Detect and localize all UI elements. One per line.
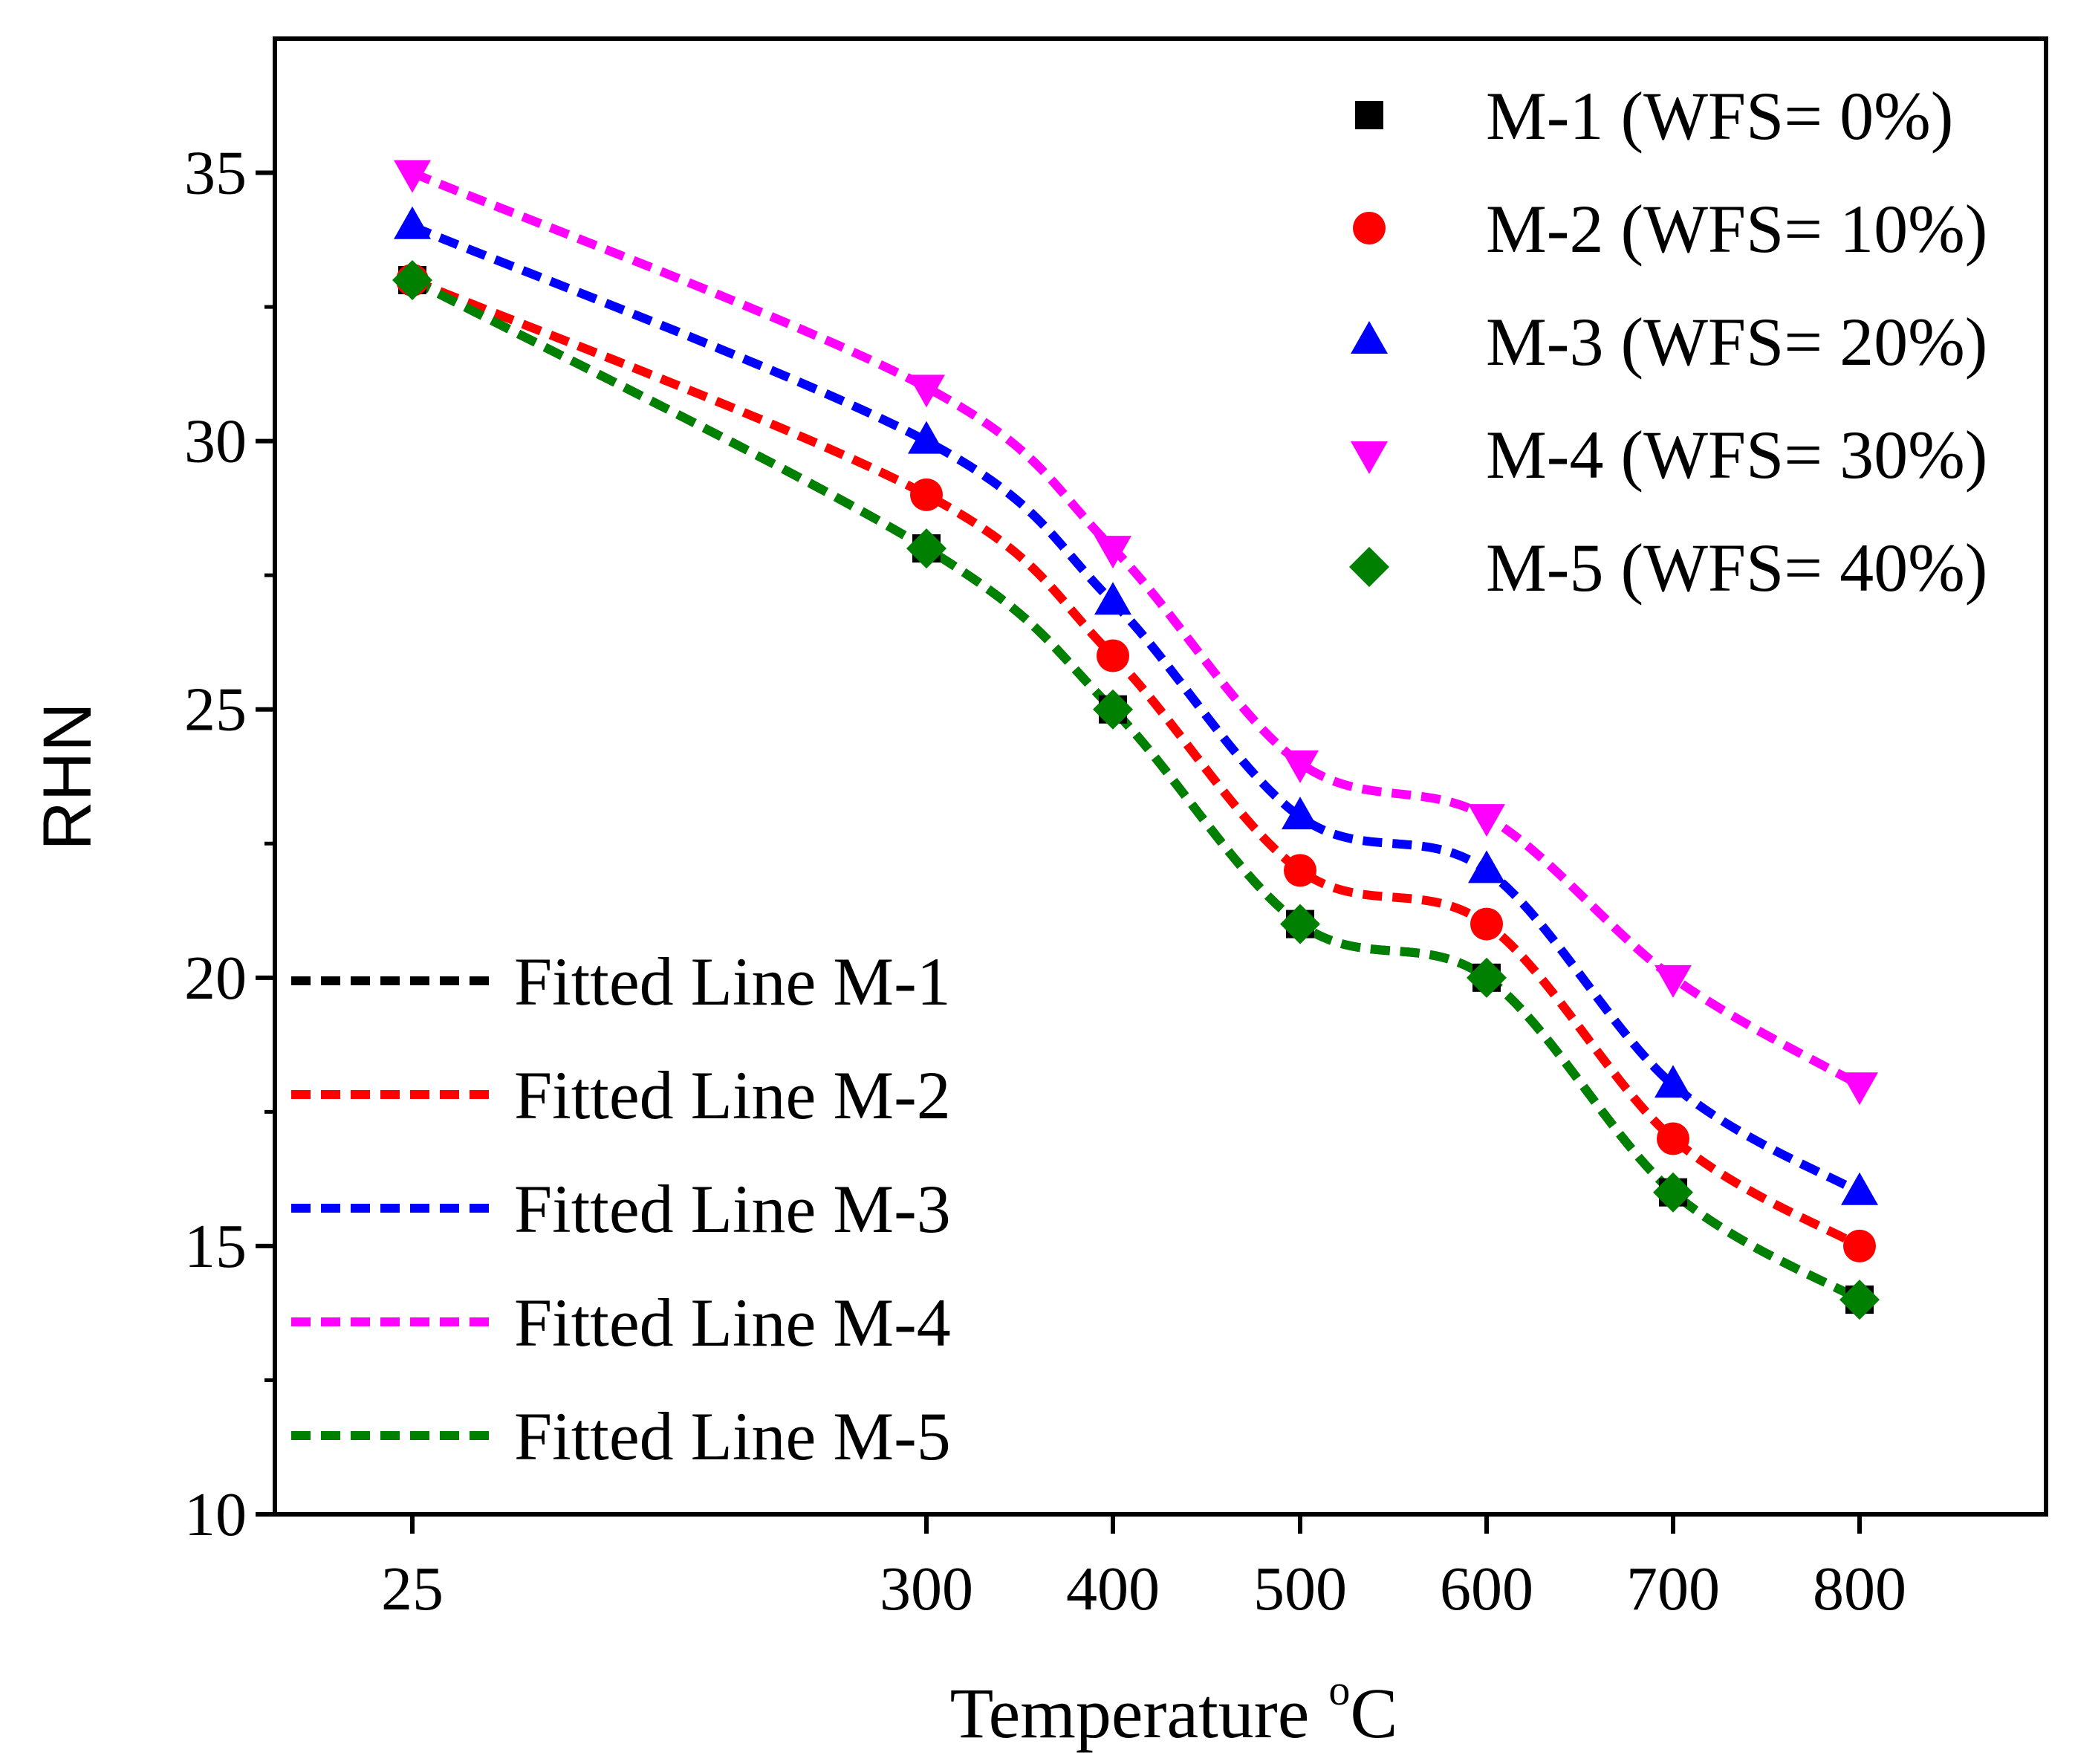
data-markers-layer [392, 160, 1880, 1320]
legend-fit-label-m3: Fitted Line M-3 [514, 1171, 951, 1247]
point-m5-400 [1093, 689, 1133, 730]
point-m2-700 [1657, 1122, 1689, 1155]
y-tick-label-20: 20 [184, 944, 247, 1013]
point-m4-300 [908, 374, 945, 408]
x-tick-label-800: 800 [1813, 1554, 1906, 1624]
point-m5-600 [1467, 957, 1507, 998]
point-m2-500 [1284, 854, 1316, 887]
point-m3-700 [1655, 1065, 1692, 1098]
legend-label-m4: M-4 (WFS= 30%) [1486, 417, 1987, 493]
x-tick-label-500: 500 [1253, 1554, 1347, 1624]
legend-marker-m4 [1351, 441, 1388, 474]
y-tick-label-30: 30 [184, 407, 247, 476]
point-m3-600 [1468, 850, 1505, 883]
point-m3-25 [394, 206, 431, 239]
point-m5-25 [392, 259, 432, 300]
x-tick-label-400: 400 [1066, 1554, 1160, 1624]
legend-marker-m5 [1349, 547, 1389, 587]
y-tick-label-35: 35 [184, 139, 247, 208]
x-tick-label-300: 300 [880, 1554, 973, 1624]
y-axis-title: RHN [30, 702, 105, 850]
point-m4-800 [1841, 1072, 1878, 1106]
point-m4-400 [1094, 536, 1131, 569]
point-m3-300 [908, 421, 945, 454]
x-tick-label-25: 25 [381, 1554, 444, 1624]
y-tick-label-10: 10 [184, 1480, 247, 1549]
point-m4-500 [1282, 750, 1319, 783]
point-m2-400 [1097, 639, 1129, 672]
plot-area-frame [273, 36, 2048, 1517]
point-m3-800 [1841, 1172, 1878, 1205]
legend-markers: M-1 (WFS= 0%) M-2 (WFS= 10%) M-3 (WFS= 20%… [1349, 78, 1987, 606]
point-m2-600 [1470, 907, 1503, 941]
y-tick-label-25: 25 [184, 675, 247, 745]
fitted-line-m3 [410, 222, 1862, 1196]
legend-label-m2: M-2 (WFS= 10%) [1486, 191, 1987, 267]
x-axis-title-text: Temperature [950, 1673, 1310, 1753]
point-m5-700 [1653, 1172, 1693, 1213]
point-m5-500 [1280, 904, 1320, 944]
point-m5-300 [906, 528, 946, 569]
y-tick-label-15: 15 [184, 1212, 247, 1281]
x-axis-unit: C [1350, 1673, 1397, 1753]
legend-marker-m3 [1351, 321, 1388, 354]
legend-fit-label-m2: Fitted Line M-2 [514, 1057, 951, 1133]
point-m4-25 [394, 160, 431, 193]
legend-label-m5: M-5 (WFS= 40%) [1486, 530, 1987, 606]
axes-layer: 10 15 20 25 30 35 25 300 400 500 600 700 800 [184, 139, 1906, 1624]
legend-marker-m2 [1353, 212, 1386, 244]
x-tick-label-700: 700 [1626, 1554, 1720, 1624]
x-axis-title: Temperature oC [950, 1666, 1398, 1753]
x-tick-label-600: 600 [1440, 1554, 1533, 1624]
legend-fit-label-m5: Fitted Line M-5 [514, 1398, 951, 1474]
point-m5-800 [1839, 1280, 1880, 1320]
point-m4-600 [1468, 804, 1505, 837]
legend-fitted-lines: Fitted Line M-1 Fitted Line M-2 Fitted Lin… [291, 944, 951, 1474]
fitted-line-m2 [410, 276, 1862, 1251]
legend-label-m3: M-3 (WFS= 20%) [1486, 304, 1987, 380]
point-m4-700 [1655, 964, 1692, 998]
point-m2-300 [910, 478, 943, 511]
legend-fit-label-m1: Fitted Line M-1 [514, 944, 951, 1019]
legend-label-m1: M-1 (WFS= 0%) [1486, 78, 1953, 154]
x-axis-unit-sup: o [1328, 1666, 1350, 1714]
legend-marker-m1 [1355, 101, 1383, 129]
point-m3-500 [1282, 797, 1319, 830]
legend-fit-label-m4: Fitted Line M-4 [514, 1285, 951, 1361]
point-m2-800 [1843, 1229, 1876, 1262]
point-m3-400 [1094, 582, 1131, 615]
